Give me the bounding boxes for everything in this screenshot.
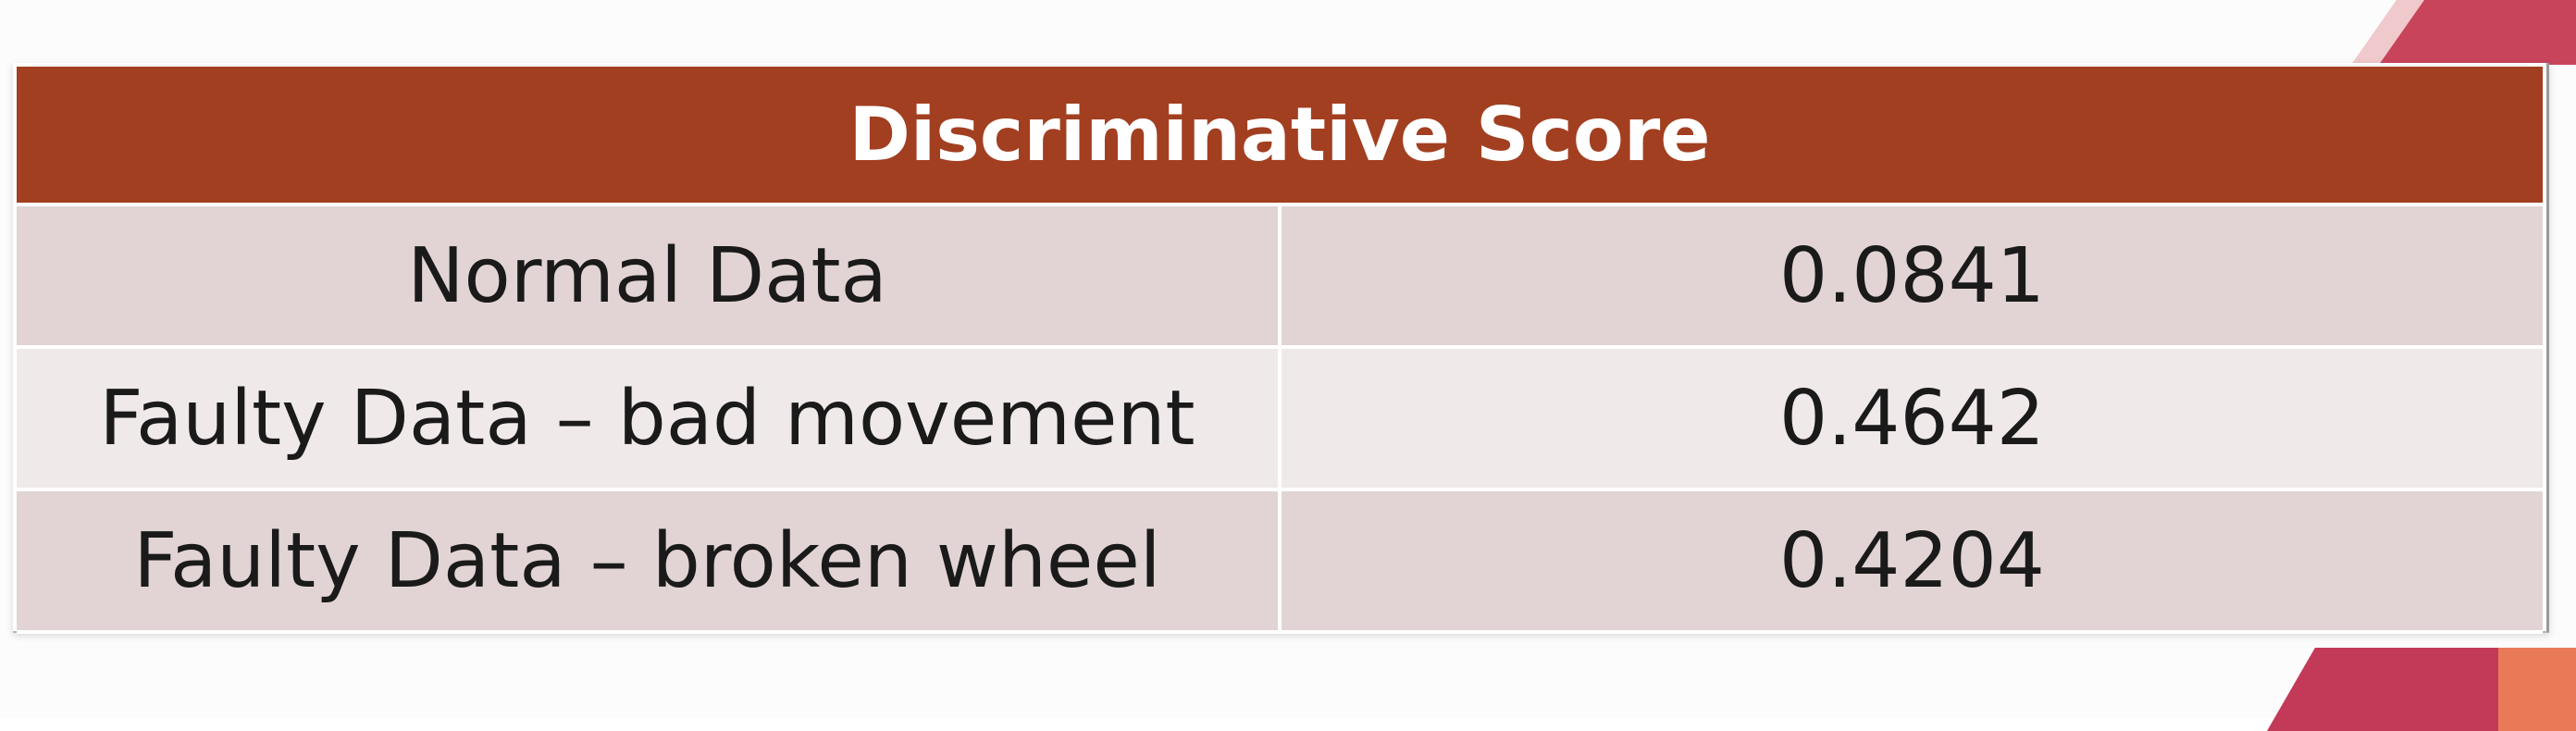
row-label: Faulty Data – broken wheel <box>17 489 1280 632</box>
row-value: 0.4642 <box>1280 347 2543 489</box>
row-label: Faulty Data – bad movement <box>17 347 1280 489</box>
table-header: Discriminative Score <box>17 67 2543 204</box>
discriminative-score-table: Discriminative Score Normal Data 0.0841 … <box>17 67 2543 634</box>
decorative-accent-bottom-orange <box>2498 648 2576 731</box>
table-row: Normal Data 0.0841 <box>17 204 2543 347</box>
table-row: Faulty Data – broken wheel 0.4204 <box>17 489 2543 632</box>
score-table-container: Discriminative Score Normal Data 0.0841 … <box>13 63 2549 633</box>
row-label: Normal Data <box>17 204 1280 347</box>
row-value: 0.0841 <box>1280 204 2543 347</box>
row-value: 0.4204 <box>1280 489 2543 632</box>
table-header-row: Discriminative Score <box>17 67 2543 204</box>
table-row: Faulty Data – bad movement 0.4642 <box>17 347 2543 489</box>
